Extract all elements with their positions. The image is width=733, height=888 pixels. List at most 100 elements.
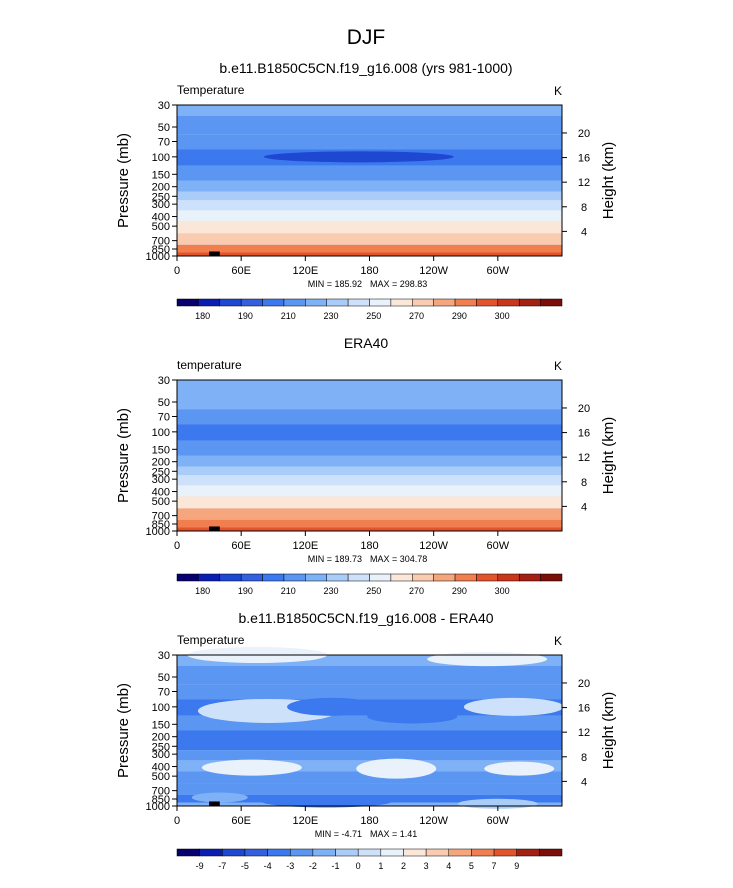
band-50mb: [177, 390, 562, 410]
y-tick-label: 250: [152, 741, 170, 753]
panel-title: ERA40: [344, 335, 389, 351]
y-tick-label: 500: [152, 496, 170, 508]
colorbar-swatch: [198, 298, 221, 307]
y-tick-label: 300: [152, 749, 170, 761]
panel-1: b.e11.B1850C5CN.f19_g16.008 (yrs 981-100…: [115, 60, 617, 321]
colorbar-swatch: [448, 848, 472, 857]
colorbar-swatch: [244, 848, 268, 857]
colorbar-swatch: [219, 298, 242, 307]
y-tick-label: 150: [152, 444, 170, 456]
colorbar-label: 300: [495, 311, 510, 321]
colorbar-swatch: [176, 573, 199, 582]
band-200mb: [177, 730, 562, 742]
band-50mb: [177, 115, 562, 135]
colorbar-label: -3: [286, 861, 294, 871]
height-tick-label: 20: [578, 128, 590, 140]
colorbar-swatch: [219, 573, 242, 582]
height-tick-label: 12: [578, 727, 590, 739]
band-500mb: [177, 221, 562, 234]
y-tick-label: 50: [158, 122, 170, 134]
colorbar-swatch: [425, 848, 450, 857]
colorbar-swatch: [289, 848, 314, 857]
colorbar-label: 230: [323, 311, 338, 321]
y-tick-label: 100: [152, 152, 170, 164]
colorbar-label: 210: [281, 311, 296, 321]
colorbar-swatch: [176, 848, 200, 857]
x-tick-label: 0: [174, 540, 180, 552]
anomaly-patch: [287, 697, 378, 716]
colorbar-label: 2: [401, 861, 406, 871]
y-tick-label: 250: [152, 466, 170, 478]
colorbar-label: 250: [366, 311, 381, 321]
y-tick-label: 150: [152, 169, 170, 181]
y-tick-label: 100: [152, 427, 170, 439]
colorbar-swatch: [476, 298, 499, 307]
y-tick-label: 70: [158, 686, 170, 698]
y-tick-label: 30: [158, 375, 170, 387]
colorbar-label: 290: [452, 586, 467, 596]
x-tick-label: 60W: [487, 815, 510, 827]
max-label: MAX = 1.41: [370, 829, 417, 839]
height-tick-label: 8: [581, 752, 587, 764]
right-axis-title: Height (km): [600, 417, 617, 495]
band-70mb: [177, 134, 562, 150]
colorbar-label: 180: [195, 586, 210, 596]
height-tick-label: 8: [581, 202, 587, 214]
colorbar-label: 210: [281, 586, 296, 596]
panels: b.e11.B1850C5CN.f19_g16.008 (yrs 981-100…: [115, 60, 617, 871]
colorbar-swatch: [283, 298, 306, 307]
topography: [209, 801, 220, 806]
colorbar-swatch: [518, 573, 541, 582]
x-tick-label: 120W: [419, 265, 448, 277]
colorbar-swatch: [540, 573, 563, 582]
min-label: MIN = -4.71: [315, 829, 362, 839]
y-tick-label: 70: [158, 411, 170, 423]
x-tick-label: 0: [174, 815, 180, 827]
y-axis-title: Pressure (mb): [115, 133, 132, 228]
colorbar-swatch: [262, 573, 285, 582]
colorbar-swatch: [497, 298, 520, 307]
colorbar-label: 250: [366, 586, 381, 596]
colorbar-swatch: [312, 848, 336, 857]
height-tick-label: 20: [578, 403, 590, 415]
colorbar-label: 1: [378, 861, 383, 871]
band-250mb: [177, 466, 562, 476]
band-300mb: [177, 475, 562, 486]
band-30mb: [177, 105, 562, 116]
band-400mb: [177, 485, 562, 497]
y-tick-label: 30: [158, 100, 170, 112]
season-title: DJF: [347, 26, 386, 49]
colorbar-swatch: [539, 848, 563, 857]
band-850mb: [177, 519, 562, 528]
height-tick-label: 12: [578, 452, 590, 464]
colorbar-swatch: [476, 573, 499, 582]
colorbar-swatch: [326, 298, 349, 307]
topography: [209, 251, 220, 256]
colorbar-label: 9: [514, 861, 519, 871]
x-tick-label: 180: [360, 540, 378, 552]
anomaly-patch: [463, 697, 564, 716]
y-tick-label: 850: [152, 794, 170, 806]
colorbar-swatch: [305, 298, 327, 307]
colorbar-swatch: [433, 298, 456, 307]
y-tick-label: 100: [152, 702, 170, 714]
colorbar-swatch: [199, 848, 223, 857]
colorbar-swatch: [267, 848, 291, 857]
x-tick-label: 180: [360, 815, 378, 827]
colorbar-label: 190: [238, 586, 253, 596]
colorbar-swatch: [390, 573, 413, 582]
anomaly-patch: [356, 758, 437, 779]
band-200mb: [177, 180, 562, 192]
y-tick-label: 250: [152, 191, 170, 203]
band-30mb: [177, 655, 562, 666]
x-tick-label: 120W: [419, 540, 448, 552]
colorbar-label: 5: [469, 861, 474, 871]
band-50mb: [177, 665, 562, 685]
max-label: MAX = 298.83: [370, 279, 427, 289]
colorbar: -9 -7 -5 -4 -3 -2 -1 0 1 2 3 4 5 7 9: [176, 848, 563, 871]
topography: [209, 526, 220, 531]
anomaly-patch: [367, 709, 458, 724]
x-tick-label: 60W: [487, 540, 510, 552]
band-500mb: [177, 496, 562, 509]
